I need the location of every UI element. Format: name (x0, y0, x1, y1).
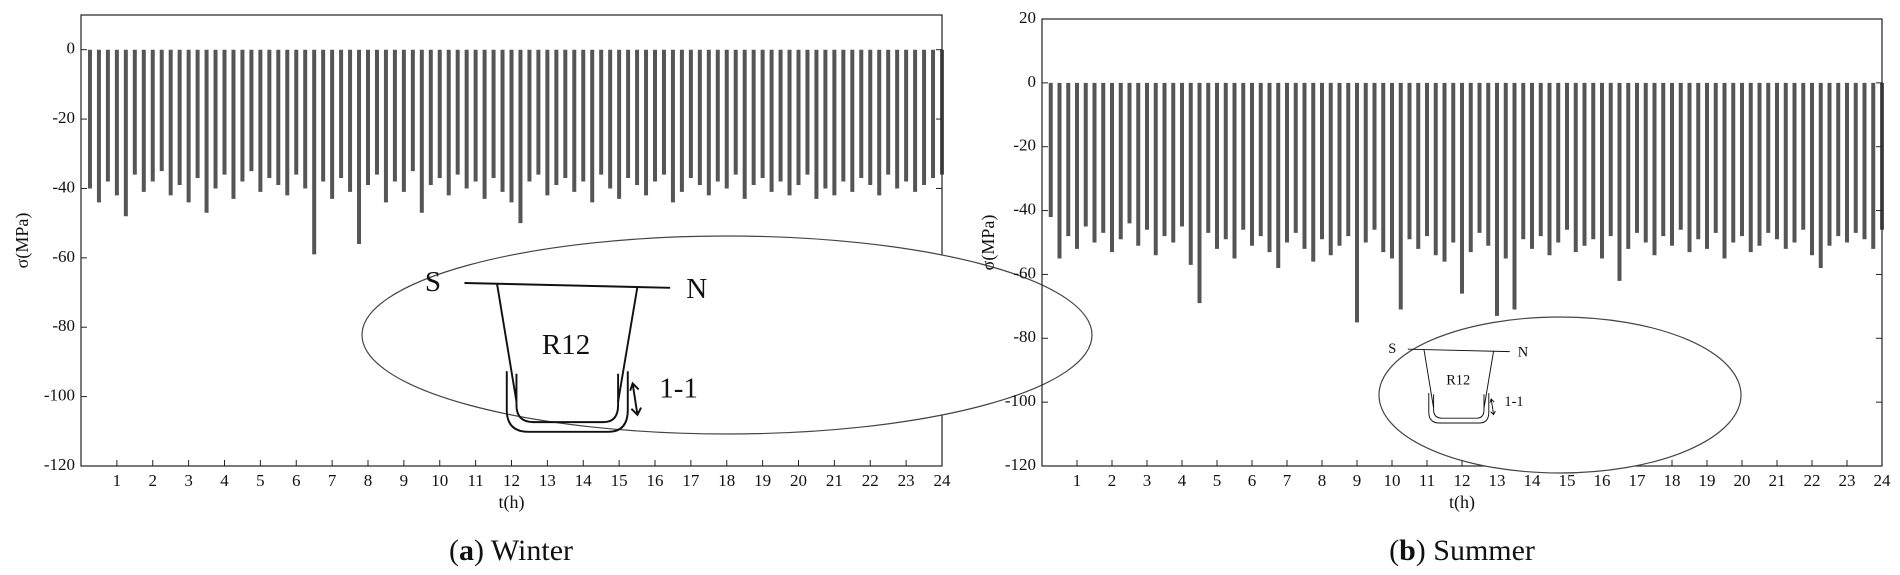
y-tick-label: -60 (52, 247, 75, 266)
inset-section: S N R12 1-1 (425, 266, 707, 433)
x-tick-label: 5 (1213, 471, 1222, 490)
x-tick-label: 16 (1594, 471, 1611, 490)
caption-part: a (459, 534, 474, 567)
y-tick-label: 20 (1019, 8, 1036, 27)
box-girder (1423, 349, 1495, 409)
x-tick-label: 11 (1419, 471, 1435, 490)
deck-line (1407, 348, 1510, 353)
x-tick-label: 24 (934, 471, 952, 490)
x-tick-label: 16 (647, 471, 664, 490)
x-axis-label: t(h) (1449, 492, 1475, 513)
x-tick-label: 12 (1454, 471, 1471, 490)
x-tick-label: 1 (113, 471, 122, 490)
x-tick-label: 15 (1559, 471, 1576, 490)
deck-line (464, 282, 671, 289)
x-axis-label: t(h) (499, 492, 525, 513)
x-tick-label: 4 (220, 471, 229, 490)
x-tick-label: 13 (539, 471, 556, 490)
x-tick-label: 1 (1073, 471, 1082, 490)
inset-label: N (686, 273, 707, 305)
y-axis-label: σ(MPa) (978, 215, 999, 271)
x-tick-label: 17 (1629, 471, 1647, 490)
inset-label: 1-1 (659, 372, 698, 404)
x-tick-label: 23 (1839, 471, 1856, 490)
y-tick-label: -80 (52, 316, 75, 335)
y-tick-label: -120 (1005, 455, 1036, 474)
x-tick-label: 14 (575, 471, 593, 490)
x-tick-label: 9 (1353, 471, 1362, 490)
y-tick-label: -100 (44, 386, 75, 405)
caption-part: ) Winter (474, 534, 573, 567)
x-tick-label: 19 (754, 471, 771, 490)
x-tick-label: 20 (790, 471, 807, 490)
y-tick-label: -40 (52, 177, 75, 196)
x-tick-label: 9 (400, 471, 409, 490)
x-tick-label: 22 (862, 471, 879, 490)
inset-ellipse (1378, 316, 1742, 474)
x-tick-label: 11 (467, 471, 483, 490)
x-tick-label: 13 (1489, 471, 1506, 490)
y-tick-label: -100 (1005, 391, 1036, 410)
section-arrow (1489, 398, 1496, 416)
x-tick-label: 7 (1283, 471, 1292, 490)
y-axis-label: σ(MPa) (12, 213, 33, 269)
y-tick-label: -20 (1013, 136, 1036, 155)
bottom-flange-inner (1433, 394, 1485, 419)
bottom-flange-inner (515, 373, 620, 424)
x-tick-label: 10 (1384, 471, 1401, 490)
caption-part: ( (449, 534, 459, 567)
x-tick-label: 3 (184, 471, 193, 490)
x-tick-label: 20 (1734, 471, 1751, 490)
x-tick-label: 2 (1108, 471, 1117, 490)
x-tick-label: 14 (1524, 471, 1542, 490)
x-tick-label: 7 (328, 471, 337, 490)
x-tick-label: 18 (1664, 471, 1681, 490)
inset-label: R12 (542, 329, 590, 361)
y-tick-label: -60 (1013, 263, 1036, 282)
caption-part: ( (1389, 534, 1399, 567)
box-girder (496, 284, 639, 402)
x-tick-label: 21 (826, 471, 843, 490)
x-tick-label: 3 (1143, 471, 1152, 490)
inset-label: S (1388, 341, 1396, 357)
x-tick-label: 8 (1318, 471, 1327, 490)
y-tick-label: -40 (1013, 199, 1036, 218)
x-tick-label: 22 (1804, 471, 1821, 490)
x-tick-label: 2 (149, 471, 158, 490)
caption: (b) Summer (1389, 534, 1535, 567)
section-arrow (629, 381, 642, 417)
inset-label: 1-1 (1504, 394, 1523, 410)
x-tick-label: 12 (503, 471, 520, 490)
caption-part: ) Summer (1416, 534, 1535, 567)
inset-section: S N R12 1-1 (1388, 341, 1529, 424)
x-tick-label: 8 (364, 471, 373, 490)
x-tick-label: 18 (718, 471, 735, 490)
caption: (a) Winter (449, 534, 573, 567)
x-tick-label: 6 (1248, 471, 1257, 490)
x-tick-label: 17 (682, 471, 700, 490)
y-tick-label: -20 (52, 108, 75, 127)
x-tick-label: 6 (292, 471, 301, 490)
x-tick-label: 23 (898, 471, 915, 490)
x-tick-label: 4 (1178, 471, 1187, 490)
caption-part: b (1399, 534, 1416, 567)
bottom-flange-outer (505, 371, 629, 433)
x-tick-label: 19 (1699, 471, 1716, 490)
bottom-flange-outer (1428, 393, 1490, 424)
x-tick-label: 24 (1874, 471, 1892, 490)
y-tick-label: 0 (1028, 72, 1037, 91)
y-tick-label: -120 (44, 455, 75, 474)
y-tick-label: -80 (1013, 327, 1036, 346)
inset-label: S (425, 266, 441, 298)
inset-label: N (1518, 345, 1529, 361)
x-tick-label: 21 (1769, 471, 1786, 490)
x-tick-label: 5 (256, 471, 265, 490)
x-tick-label: 10 (431, 471, 448, 490)
inset-label: R12 (1446, 372, 1470, 388)
x-tick-label: 15 (611, 471, 628, 490)
y-tick-label: 0 (67, 39, 76, 58)
